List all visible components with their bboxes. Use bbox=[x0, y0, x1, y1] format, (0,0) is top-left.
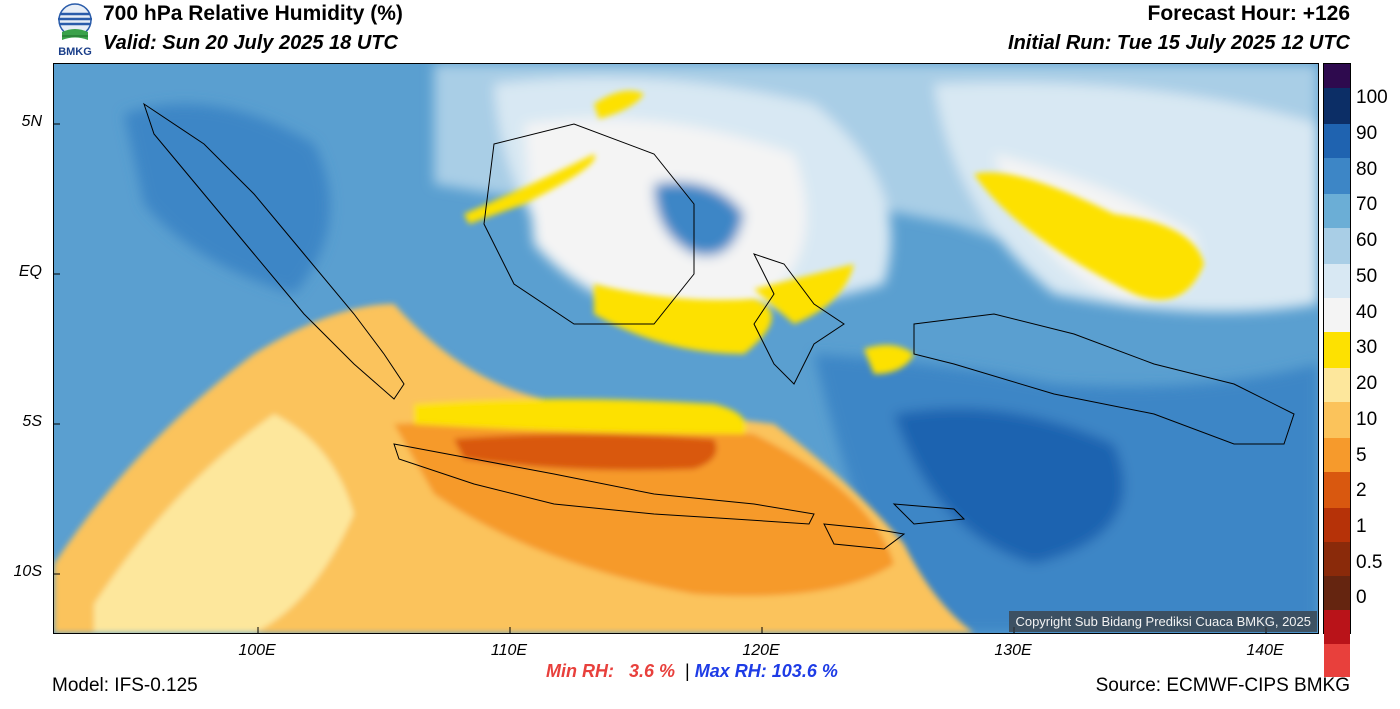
colorbar-segment bbox=[1324, 64, 1350, 88]
colorbar-label: 80 bbox=[1356, 159, 1378, 180]
valid-time: Valid: Sun 20 July 2025 18 UTC bbox=[103, 32, 398, 54]
colorbar-label: 100 bbox=[1356, 87, 1388, 108]
colorbar-label: 50 bbox=[1356, 266, 1378, 287]
colorbar-segment bbox=[1324, 644, 1350, 677]
yellow-band bbox=[594, 90, 644, 119]
colorbar-segment bbox=[1324, 158, 1350, 194]
colorbar-segment bbox=[1324, 228, 1350, 264]
colorbar-label: 90 bbox=[1356, 123, 1378, 144]
sulawesi-coast bbox=[753, 253, 845, 385]
java-coast bbox=[393, 443, 815, 525]
colorbar-label: 40 bbox=[1356, 302, 1378, 323]
model-label: Model: IFS-0.125 bbox=[52, 675, 198, 696]
colorbar-label: 0 bbox=[1356, 587, 1367, 608]
max-rh-label: Max RH: bbox=[694, 661, 767, 681]
yellow-band bbox=[864, 345, 914, 374]
colorbar-segment bbox=[1324, 194, 1350, 228]
nusa-tenggara-coast bbox=[823, 523, 906, 550]
colorbar-segment bbox=[1324, 124, 1350, 158]
stats-separator: | bbox=[685, 661, 690, 681]
colorbar-segment bbox=[1324, 542, 1350, 576]
rh-stats: Min RH: 3.6 % | Max RH: 103.6 % bbox=[546, 661, 838, 682]
moist-core-sumatra-north bbox=[124, 104, 330, 294]
new-guinea-coast bbox=[913, 313, 1295, 445]
colorbar-segment bbox=[1324, 368, 1350, 402]
colorbar-label: 1 bbox=[1356, 516, 1367, 537]
colorbar-segment bbox=[1324, 88, 1350, 124]
colorbar-segment bbox=[1324, 298, 1350, 332]
yellow-band bbox=[464, 154, 596, 224]
lat-label: 5N bbox=[21, 113, 42, 130]
yellow-band bbox=[754, 264, 854, 324]
colorbar-segment bbox=[1324, 438, 1350, 472]
drier-field-indian-ocean bbox=[94, 414, 354, 633]
timor-coast bbox=[892, 503, 966, 525]
lon-label: 140E bbox=[1246, 642, 1284, 659]
colorbar-label: 20 bbox=[1356, 373, 1378, 394]
lon-label: 120E bbox=[742, 642, 780, 659]
lat-label: EQ bbox=[18, 263, 42, 280]
copyright-text: Copyright Sub Bidang Prediksi Cuaca BMKG… bbox=[1009, 611, 1317, 632]
colorbar-segment bbox=[1324, 402, 1350, 438]
forecast-hour: Forecast Hour: +126 bbox=[1147, 2, 1351, 25]
moist-core-banda bbox=[894, 408, 1124, 564]
colorbar-segment bbox=[1324, 264, 1350, 298]
borneo-coast bbox=[483, 123, 695, 325]
colorbar-label: 5 bbox=[1356, 445, 1367, 466]
min-rh-label: Min RH: bbox=[546, 661, 614, 681]
colorbar bbox=[1323, 63, 1351, 677]
yellow-band bbox=[414, 399, 746, 434]
initial-run: Initial Run: Tue 15 July 2025 12 UTC bbox=[1008, 32, 1350, 54]
sumatra-coast bbox=[143, 102, 405, 400]
chart-title: 700 hPa Relative Humidity (%) bbox=[103, 2, 403, 25]
dry-field-pacific bbox=[934, 82, 1318, 312]
colorbar-label: 30 bbox=[1356, 337, 1378, 358]
bmkg-logo: BMKG bbox=[50, 2, 100, 58]
lon-label: 100E bbox=[238, 642, 276, 659]
moist-core-borneo bbox=[654, 182, 744, 256]
logo-text: BMKG bbox=[58, 46, 92, 58]
colorbar-label: 2 bbox=[1356, 480, 1367, 501]
source-label: Source: ECMWF-CIPS BMKG bbox=[1095, 675, 1350, 696]
yellow-band bbox=[594, 284, 772, 354]
colorbar-label: 10 bbox=[1356, 409, 1378, 430]
colorbar-segment bbox=[1324, 508, 1350, 542]
lon-label: 130E bbox=[994, 642, 1032, 659]
max-rh-value: 103.6 % bbox=[771, 661, 838, 681]
colorbar-label: 0.5 bbox=[1356, 552, 1383, 573]
colorbar-label: 60 bbox=[1356, 230, 1378, 251]
extreme-dry-core bbox=[454, 434, 717, 471]
humidity-map: Copyright Sub Bidang Prediksi Cuaca BMKG… bbox=[53, 63, 1319, 634]
colorbar-segment bbox=[1324, 610, 1350, 644]
colorbar-segment bbox=[1324, 332, 1350, 368]
lon-label: 110E bbox=[490, 642, 528, 659]
lat-label: 5S bbox=[22, 413, 42, 430]
min-rh-value: 3.6 % bbox=[629, 661, 676, 681]
coastlines bbox=[143, 102, 1295, 550]
lat-label: 10S bbox=[13, 563, 42, 580]
colorbar-segment bbox=[1324, 472, 1350, 508]
yellow-band bbox=[974, 172, 1204, 300]
colorbar-label: 70 bbox=[1356, 194, 1378, 215]
colorbar-segment bbox=[1324, 576, 1350, 610]
